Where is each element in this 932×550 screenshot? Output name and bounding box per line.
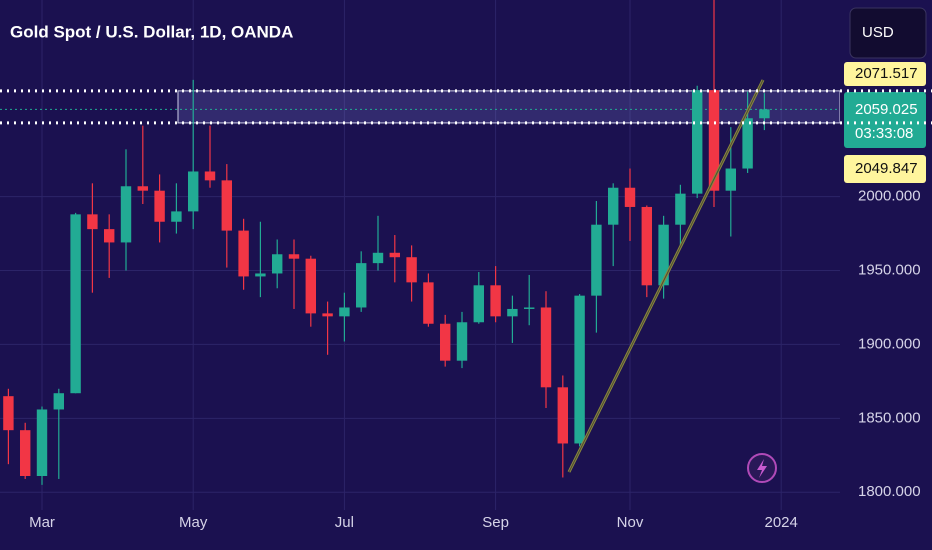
x-tick-label: Jul	[335, 514, 354, 531]
trend-line-inner	[568, 79, 764, 473]
candle-body	[439, 323, 451, 361]
zone-bottom-label-bg	[844, 155, 926, 183]
candle-body	[288, 254, 300, 259]
x-tick-label: May	[179, 514, 208, 531]
candle-body	[389, 252, 401, 258]
candle-body	[574, 295, 585, 444]
candle-body	[19, 430, 31, 476]
alert-bolt	[757, 459, 767, 478]
candle-body	[607, 187, 619, 225]
candle-body	[742, 118, 753, 169]
candle-body	[540, 307, 552, 388]
candle-body	[507, 308, 518, 317]
candle-body	[658, 224, 669, 286]
candle-body	[120, 186, 132, 243]
candle-body	[591, 224, 602, 296]
countdown: 03:33:08	[855, 125, 913, 142]
candle-body	[423, 282, 434, 324]
y-tick-label: 1900.000	[858, 335, 921, 352]
candle-body	[103, 229, 115, 243]
candle-body	[255, 273, 266, 277]
candle-body	[490, 285, 501, 317]
candle-body	[523, 307, 535, 309]
candle-body	[221, 180, 233, 231]
candle-body	[691, 90, 703, 194]
chart-title: Gold Spot / U.S. Dollar, 1D, OANDA	[10, 22, 293, 41]
candle-body	[271, 254, 283, 274]
candle-body	[137, 186, 149, 191]
candle-body	[759, 109, 770, 119]
x-tick-label: Mar	[29, 514, 55, 531]
candle-body	[70, 214, 81, 394]
candle-body	[53, 393, 65, 410]
grid	[0, 0, 840, 510]
x-tick-label: 2024	[765, 514, 798, 531]
currency-button[interactable]	[849, 7, 927, 59]
candle-body	[305, 258, 317, 314]
candle-body	[456, 322, 468, 361]
zone-top-label-bg	[844, 62, 926, 86]
candle-body	[339, 307, 350, 317]
y-tick-label: 1850.000	[858, 409, 921, 426]
candle-body	[204, 171, 216, 181]
candle-body	[624, 187, 636, 207]
candle-body	[154, 190, 165, 222]
candle-body	[641, 206, 653, 286]
x-tick-label: Sep	[482, 514, 509, 531]
last-price-label: 2059.025	[855, 101, 918, 118]
y-tick-label: 1950.000	[858, 261, 921, 278]
candle-body	[36, 409, 48, 476]
price-axis: 1800.000 1850.000 1900.000 1950.000 2000.000…	[29, 62, 926, 531]
candle-body	[3, 396, 14, 431]
zone-bottom-label: 2049.847	[855, 160, 918, 177]
candle-body	[473, 285, 485, 323]
candle-body	[708, 90, 720, 191]
candle-body	[725, 168, 737, 191]
candle-body	[87, 214, 98, 230]
candle-body	[171, 211, 182, 222]
y-tick-label: 2000.000	[858, 188, 921, 205]
candle-body	[675, 193, 686, 225]
candle-body	[187, 171, 199, 212]
y-tick-label: 1800.000	[858, 483, 921, 500]
candle-body	[322, 313, 333, 317]
candle-body	[238, 230, 249, 277]
candle-body	[372, 252, 384, 264]
candle-body	[406, 257, 417, 283]
candle-body	[557, 387, 569, 444]
currency-label[interactable]: USD	[862, 24, 894, 41]
last-price-label-bg	[844, 92, 926, 148]
zone	[177, 90, 840, 124]
plot-area	[0, 0, 840, 485]
x-tick-label: Nov	[617, 514, 644, 531]
zone-top-label: 2071.517	[855, 65, 918, 82]
candle-body	[355, 263, 367, 308]
